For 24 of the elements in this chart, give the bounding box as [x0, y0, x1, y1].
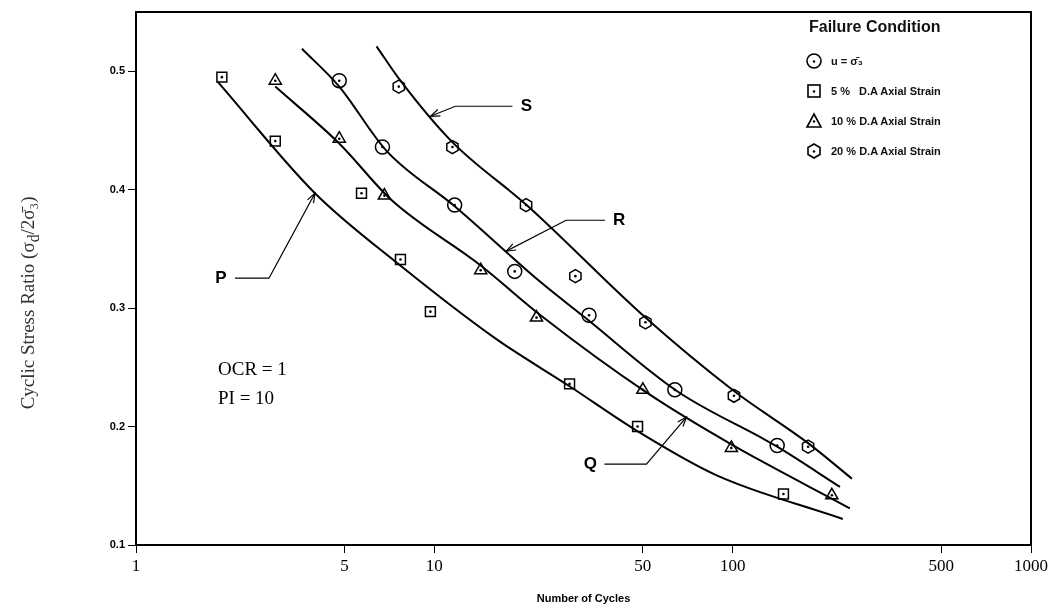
annotation: PI = 10 — [218, 387, 275, 409]
annotation: OCR = 1 — [218, 358, 287, 380]
annotation: S — [520, 95, 533, 115]
y-tick-label: 0.4 — [109, 182, 126, 195]
x-tick-label: 100 — [719, 555, 746, 575]
x-tick-label: 5 — [340, 555, 349, 575]
legend-label: u = σ̄₃ — [831, 55, 863, 67]
x-tick-label: 50 — [634, 555, 652, 575]
x-tick-label: 1000 — [1014, 555, 1048, 575]
x-tick-label: 500 — [928, 555, 954, 575]
x-axis-title: Number of Cycles — [536, 592, 631, 605]
y-tick-label: 0.3 — [109, 301, 125, 314]
annotation: R — [612, 209, 626, 229]
y-tick-label: 0.1 — [109, 538, 125, 551]
legend-label: 10 % D.A Axial Strain — [831, 115, 941, 127]
legend-label: 20 % D.A Axial Strain — [831, 145, 941, 157]
annotation: Q — [583, 453, 598, 473]
x-tick-label: 10 — [425, 555, 443, 575]
legend-title: Failure Condition — [809, 18, 941, 36]
y-tick-label: 0.2 — [109, 419, 125, 432]
annotation: P — [215, 267, 227, 287]
x-tick-label: 1 — [131, 555, 141, 575]
y-tick-label: 0.5 — [109, 64, 125, 77]
legend-label: 5 % D.A Axial Strain — [831, 85, 941, 97]
